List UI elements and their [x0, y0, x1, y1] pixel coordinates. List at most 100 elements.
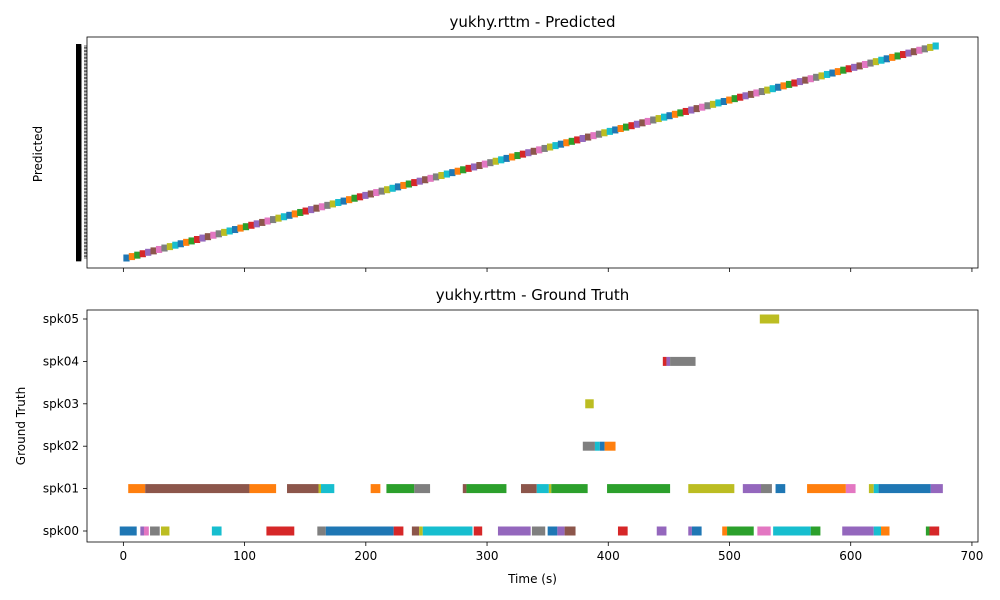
ground-truth-segment: [757, 526, 771, 536]
predicted-track-label: ■: [75, 166, 82, 174]
predicted-track-label: ■: [75, 131, 82, 139]
predicted-track-label: ■: [75, 78, 82, 86]
predicted-track-label: ■: [75, 240, 82, 248]
predicted-track-label: ■: [75, 203, 82, 211]
predicted-track-label: ■: [75, 129, 82, 137]
ground-truth-segment: [547, 526, 558, 536]
predicted-segment: [530, 147, 537, 155]
predicted-track-label: ■: [75, 216, 82, 224]
predicted-segment: [367, 190, 375, 198]
predicted-segment: [623, 123, 630, 131]
predicted-track-label: ■: [75, 105, 82, 113]
predicted-segment: [384, 186, 391, 194]
predicted-track-label: ■: [75, 62, 82, 70]
predicted-segment: [883, 55, 890, 63]
predicted-track-label: ■: [75, 223, 82, 231]
ground-truth-y-tick-label: spk02: [43, 439, 79, 453]
ground-truth-x-tick-label: 700: [960, 549, 983, 563]
predicted-track-label: ■: [75, 51, 82, 59]
predicted-segment: [807, 75, 814, 83]
ground-truth-segment: [411, 526, 420, 536]
predicted-track-label: ■: [75, 116, 82, 124]
predicted-track-label: ■: [75, 142, 82, 150]
predicted-track-label: ■: [75, 159, 82, 167]
predicted-segment: [666, 112, 673, 120]
predicted-segment: [498, 156, 505, 164]
predicted-segment: [753, 89, 760, 97]
predicted-segment: [557, 140, 565, 148]
predicted-track-label: ■: [75, 61, 82, 69]
ground-truth-segment: [320, 484, 335, 494]
predicted-track-label: ■: [75, 210, 82, 218]
predicted-track-label: ■: [75, 114, 82, 122]
ground-truth-segment: [873, 484, 879, 494]
ground-truth-y-axis-label: Ground Truth: [14, 387, 28, 465]
predicted-segment: [932, 42, 939, 50]
predicted-segment: [508, 153, 516, 161]
predicted-track-label: ■: [75, 104, 82, 112]
predicted-segments: [123, 42, 939, 262]
predicted-segment: [318, 203, 326, 211]
predicted-segment: [601, 129, 608, 137]
predicted-segment: [546, 143, 554, 151]
predicted-track-label: ■: [75, 148, 82, 156]
ground-truth-segment: [599, 441, 605, 451]
ground-truth-segment: [531, 526, 546, 536]
ground-truth-segment: [617, 526, 628, 536]
predicted-segment: [916, 46, 923, 54]
predicted-segment: [519, 150, 527, 158]
predicted-segment: [552, 142, 559, 150]
ground-truth-segment: [473, 526, 483, 536]
predicted-segment: [834, 68, 842, 76]
predicted-segment: [454, 167, 461, 175]
predicted-segment: [210, 231, 217, 239]
ground-truth-segment: [414, 484, 431, 494]
predicted-segment: [775, 83, 782, 91]
predicted-segment: [264, 217, 271, 225]
predicted-segment: [405, 180, 413, 188]
predicted-segment: [302, 207, 309, 215]
predicted-segment: [829, 69, 836, 77]
predicted-segment: [308, 206, 315, 214]
predicted-segment: [704, 102, 711, 110]
ground-truth-segment: [662, 356, 667, 366]
predicted-track-label: ■: [75, 67, 82, 75]
ground-truth-segment: [585, 399, 594, 409]
predicted-track-label: ■: [75, 175, 82, 183]
predicted-segment: [188, 237, 195, 245]
predicted-segment: [231, 226, 239, 234]
predicted-segment: [438, 171, 445, 179]
predicted-track-label: ■: [75, 239, 82, 247]
predicted-track-label: ■: [75, 145, 82, 153]
predicted-track-label: ■: [75, 192, 82, 200]
predicted-track-label: ■: [75, 220, 82, 228]
predicted-track-label: ■: [75, 225, 82, 233]
predicted-segment: [422, 176, 429, 184]
predicted-segment: [470, 163, 478, 171]
predicted-track-label: ■: [75, 84, 82, 92]
predicted-segment: [411, 179, 418, 187]
predicted-segment: [378, 187, 385, 195]
predicted-segment: [737, 93, 744, 101]
predicted-segment: [878, 56, 885, 64]
predicted-track-label: ■: [75, 87, 82, 95]
predicted-segment: [606, 127, 613, 135]
predicted-segment: [253, 220, 260, 228]
predicted-segment: [362, 191, 369, 199]
predicted-segment: [134, 251, 141, 259]
predicted-track-label: ■: [75, 126, 82, 134]
predicted-track-label: ■: [75, 151, 82, 159]
predicted-track-label: ■: [75, 183, 82, 191]
predicted-segment: [443, 170, 451, 178]
ground-truth-segment: [119, 526, 137, 536]
predicted-segment: [329, 200, 336, 208]
predicted-segment: [823, 70, 831, 78]
predicted-track-label: ■: [75, 163, 82, 171]
predicted-track-label: ■: [75, 135, 82, 143]
predicted-segment: [145, 248, 152, 256]
predicted-track-label: ■: [75, 138, 82, 146]
predicted-track-label: ■: [75, 64, 82, 72]
ground-truth-x-tick-label: 300: [476, 549, 499, 563]
predicted-track-label: ■: [75, 199, 82, 207]
